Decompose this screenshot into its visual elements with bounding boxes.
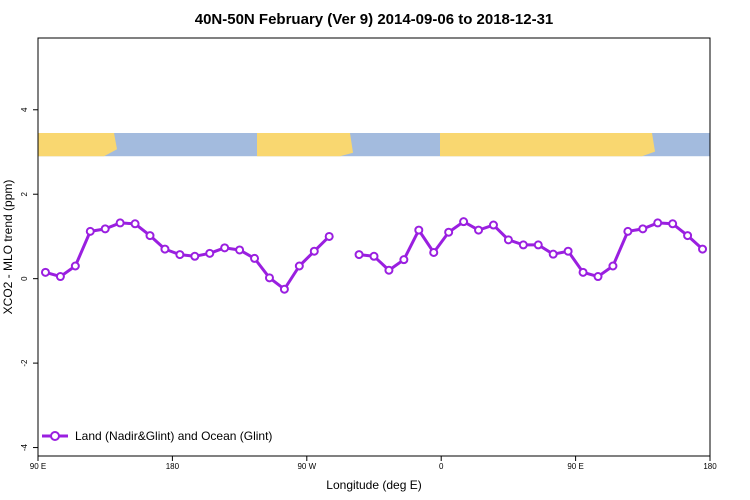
data-point — [399, 255, 409, 265]
data-point — [264, 273, 274, 283]
y-tick-label: 0 — [20, 276, 29, 281]
legend-label: Land (Nadir&Glint) and Ocean (Glint) — [75, 429, 272, 443]
land-mass-0 — [38, 133, 117, 157]
data-point — [638, 224, 648, 234]
data-point — [683, 231, 693, 241]
series-layer — [40, 217, 708, 294]
data-point — [488, 220, 498, 230]
data-point — [474, 225, 484, 235]
data-point — [279, 284, 289, 294]
data-point — [354, 250, 364, 260]
x-tick-label: 180 — [166, 462, 180, 471]
y-axis-label: XCO2 - MLO trend (ppm) — [1, 180, 15, 315]
data-point — [414, 225, 424, 235]
data-point — [160, 244, 170, 254]
data-point — [324, 231, 334, 241]
x-axis-label: Longitude (deg E) — [326, 478, 421, 492]
data-point — [384, 265, 394, 275]
data-point — [100, 224, 110, 234]
data-point — [593, 272, 603, 282]
data-point — [608, 261, 618, 271]
data-point — [653, 218, 663, 228]
land-mass-1 — [257, 133, 353, 157]
data-point — [503, 235, 513, 245]
data-point — [235, 245, 245, 255]
data-point — [563, 246, 573, 256]
x-tick-label: 90 W — [297, 462, 316, 471]
data-point — [130, 219, 140, 229]
world-map-strip — [38, 133, 710, 157]
land-mass-2 — [440, 133, 655, 157]
land-masses — [38, 133, 655, 157]
x-tick-label: 180 — [703, 462, 717, 471]
data-point — [518, 240, 528, 250]
data-point — [459, 217, 469, 227]
y-tick-label: -4 — [20, 443, 29, 451]
data-point — [533, 240, 543, 250]
y-axis: 4 2 0 -2 -4 — [20, 107, 38, 451]
data-point — [429, 247, 439, 257]
data-point — [548, 249, 558, 259]
data-point — [698, 244, 708, 254]
data-point — [145, 231, 155, 241]
data-point — [309, 246, 319, 256]
data-point — [205, 248, 215, 258]
plot-frame — [37, 37, 711, 457]
data-point — [70, 261, 80, 271]
y-tick-label: 2 — [20, 191, 29, 196]
data-point — [369, 251, 379, 261]
legend: Land (Nadir&Glint) and Ocean (Glint) — [42, 429, 272, 443]
data-point — [175, 250, 185, 260]
x-tick-label: 90 E — [30, 462, 46, 471]
legend-marker — [50, 431, 60, 441]
data-point — [220, 243, 230, 253]
data-point — [578, 267, 588, 277]
data-point — [85, 226, 95, 236]
x-axis: 90 E 180 90 W 0 90 E 180 — [30, 456, 717, 471]
chart-title: 40N-50N February (Ver 9) 2014-09-06 to 2… — [195, 11, 554, 28]
y-tick-label: 4 — [20, 107, 29, 112]
x-tick-label: 90 E — [567, 462, 583, 471]
data-point — [55, 272, 65, 282]
data-point — [444, 227, 454, 237]
data-point — [115, 218, 125, 228]
data-point — [668, 219, 678, 229]
data-point — [623, 226, 633, 236]
data-point — [294, 261, 304, 271]
data-point — [40, 267, 50, 277]
data-point — [190, 251, 200, 261]
data-point — [250, 253, 260, 263]
y-tick-label: -2 — [20, 359, 29, 367]
series-line-segment — [358, 220, 704, 279]
x-tick-label: 0 — [439, 462, 444, 471]
